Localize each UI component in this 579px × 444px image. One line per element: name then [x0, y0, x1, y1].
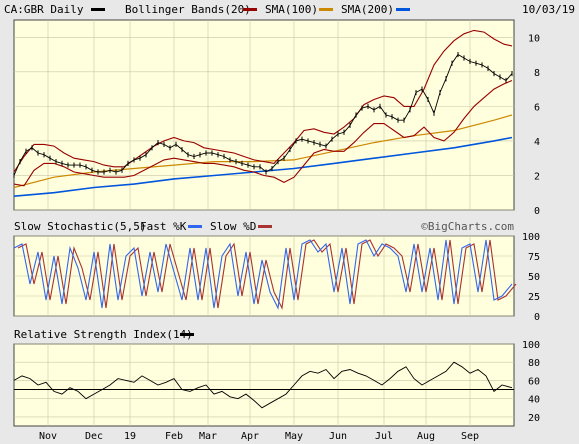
x-axis: Nov Dec 19 Feb Mar Apr May Jun Jul Aug Sep [39, 431, 479, 442]
x-tick-label: Jun [329, 431, 347, 442]
sma200-legend-label: SMA(200) [341, 3, 394, 16]
sma200-line [13, 136, 513, 197]
fast-k-legend-label: Fast %K [140, 220, 187, 233]
x-tick-label: Aug [417, 431, 435, 442]
price-title: CA:GBR Daily [4, 3, 84, 16]
stochastic-title: Slow Stochastic(5,5) [14, 220, 146, 233]
bollinger-lower-line [13, 79, 513, 187]
y-tick-label: 100 [522, 340, 540, 351]
y-tick-label: 50 [528, 272, 540, 283]
y-tick-label: 100 [522, 232, 540, 243]
x-tick-label: Nov [39, 431, 57, 442]
bollinger-upper-line [13, 29, 513, 173]
y-tick-label: 80 [528, 358, 540, 369]
y-tick-label: 20 [528, 413, 540, 424]
sma200-legend-swatch [396, 8, 410, 11]
x-tick-label: May [285, 431, 303, 442]
x-tick-label: Dec [85, 431, 103, 442]
y-tick-label: 40 [528, 395, 540, 406]
y-tick-label: 0 [534, 206, 540, 217]
x-tick-label: Sep [461, 431, 479, 442]
sma100-legend-label: SMA(100) [265, 3, 318, 16]
fast-k-line [13, 239, 513, 310]
y-tick-label: 25 [528, 292, 540, 303]
y-tick-label: 10 [528, 33, 540, 44]
rsi-panel: Relative Strength Index(14) 20 40 60 80 100 [13, 328, 540, 427]
rsi-legend-swatch [180, 333, 194, 336]
bb-legend-label: Bollinger Bands(20) [125, 3, 251, 16]
x-tick-label: Mar [199, 431, 217, 442]
bb-legend-swatch [243, 8, 257, 11]
price-legend-swatch [91, 8, 105, 11]
rsi-line [13, 361, 513, 409]
y-tick-label: 60 [528, 376, 540, 387]
chart-date: 10/03/19 [522, 3, 575, 16]
y-tick-label: 8 [534, 68, 540, 79]
slow-d-legend-label: Slow %D [210, 220, 256, 233]
slow-d-legend-swatch [258, 225, 272, 228]
slow-d-line [17, 239, 517, 310]
y-tick-label: 4 [534, 137, 540, 148]
sma100-line [13, 114, 513, 189]
fast-k-legend-swatch [188, 225, 202, 228]
stochastic-panel: Slow Stochastic(5,5) Fast %K Slow %D ©Bi… [13, 220, 540, 323]
y-tick-label: 2 [534, 171, 540, 182]
y-tick-label: 6 [534, 102, 540, 113]
y-tick-label: 75 [528, 252, 540, 263]
x-tick-label: Apr [241, 431, 259, 442]
x-tick-label: Jul [375, 431, 393, 442]
rsi-plot-area [13, 343, 515, 427]
sma100-legend-swatch [319, 8, 333, 11]
price-line [13, 53, 513, 176]
price-plot-area [13, 19, 515, 211]
x-tick-label: Feb [165, 431, 183, 442]
y-tick-label: 0 [534, 312, 540, 323]
price-panel: 0 2 4 6 8 10 CA:GBR Daily Bollinger Bands(20)… [4, 3, 575, 217]
brand-label: ©BigCharts.com [421, 220, 514, 233]
x-tick-label: 19 [124, 431, 136, 442]
rsi-title: Relative Strength Index(14) [14, 328, 193, 341]
